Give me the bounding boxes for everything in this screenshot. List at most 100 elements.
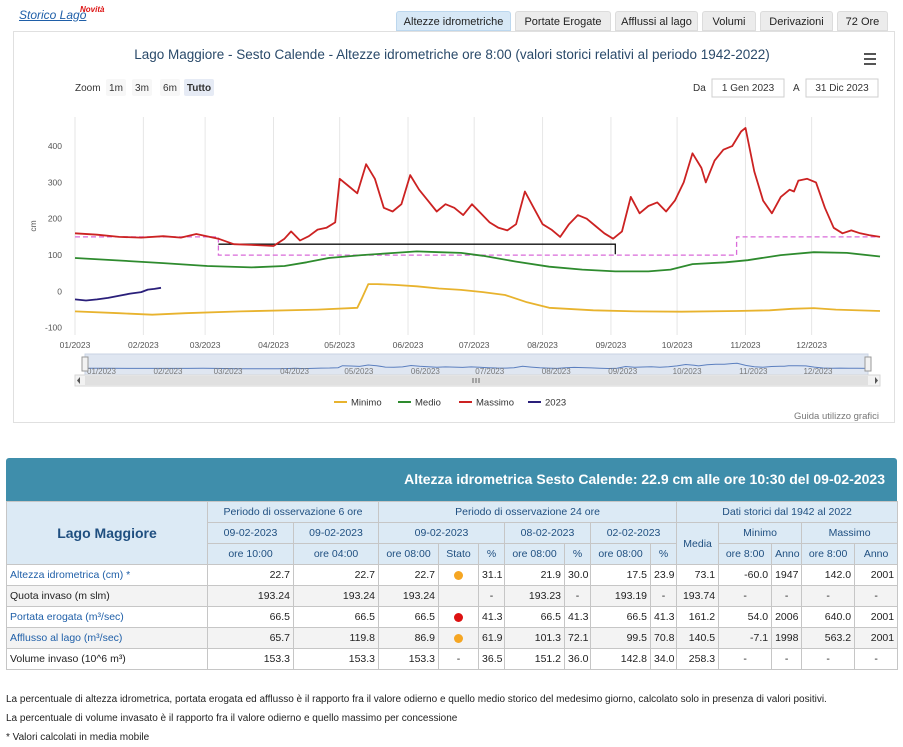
zoom-button-label: Tutto bbox=[187, 83, 211, 94]
table-cell: 153.3 bbox=[207, 648, 294, 670]
tab-volumi[interactable]: Volumi bbox=[702, 11, 756, 31]
x-tick-label: 08/2023 bbox=[527, 340, 558, 350]
navigator-left-handle[interactable] bbox=[81, 356, 89, 372]
table-cell: 61.9 bbox=[478, 627, 506, 649]
table-cell: 2001 bbox=[854, 564, 899, 586]
zoom-label: Zoom bbox=[75, 83, 101, 94]
hour-header: % bbox=[650, 543, 678, 565]
hour-header: ore 08:00 bbox=[378, 543, 440, 565]
scroll-left-icon[interactable] bbox=[77, 377, 80, 384]
table-cell: 54.0 bbox=[718, 606, 773, 628]
historical-sub-header: Anno bbox=[771, 543, 803, 565]
hour-header: ore 10:00 bbox=[207, 543, 294, 565]
date-header: 08-02-2023 bbox=[504, 522, 592, 544]
legend-item-minimo[interactable]: Minimo bbox=[351, 398, 382, 409]
x-tick-label: 07/2023 bbox=[459, 340, 490, 350]
table-cell: 258.3 bbox=[676, 648, 720, 670]
x-tick-label: 06/2023 bbox=[393, 340, 424, 350]
zoom-button-1m[interactable] bbox=[106, 79, 126, 96]
table-cell: - bbox=[650, 585, 678, 607]
navigator-tick-label: 12/2023 bbox=[803, 367, 832, 376]
navigator-tick-label: 11/2023 bbox=[739, 367, 768, 376]
to-date-input[interactable] bbox=[805, 78, 879, 98]
from-date-input[interactable] bbox=[711, 78, 785, 98]
scroll-right-icon[interactable] bbox=[875, 377, 878, 384]
status-cell bbox=[438, 627, 480, 649]
table-cell: 36.0 bbox=[564, 648, 592, 670]
zoom-button-label: 3m bbox=[135, 83, 149, 94]
legend-item-massimo[interactable]: Massimo bbox=[476, 398, 514, 409]
table-cell: 140.5 bbox=[676, 627, 720, 649]
table-cell: 99.5 bbox=[590, 627, 652, 649]
table-cell: 142.0 bbox=[801, 564, 856, 586]
x-tick-label: 10/2023 bbox=[662, 340, 693, 350]
table-cell: 21.9 bbox=[504, 564, 566, 586]
legend-item-medio[interactable]: Medio bbox=[415, 398, 441, 409]
table-cell: - bbox=[801, 648, 856, 670]
tab-afflussi-al-lago[interactable]: Afflussi al lago bbox=[615, 11, 698, 31]
y-axis-label: cm bbox=[28, 220, 38, 231]
navigator-tick-label: 02/2023 bbox=[154, 367, 183, 376]
scrollbar-grip-icon bbox=[472, 378, 480, 383]
chart-container: Lago Maggiore - Sesto Calende - Altezze … bbox=[13, 31, 895, 423]
x-tick-label: 04/2023 bbox=[258, 340, 289, 350]
table-cell: 41.3 bbox=[564, 606, 592, 628]
zoom-button-tutto[interactable] bbox=[184, 79, 214, 96]
table-cell: 66.5 bbox=[590, 606, 652, 628]
table-cell: 161.2 bbox=[676, 606, 720, 628]
table-cell: - bbox=[718, 648, 773, 670]
series-line-2023[interactable] bbox=[74, 286, 162, 302]
hamburger-menu-icon[interactable] bbox=[864, 53, 876, 65]
legend-item-2023[interactable]: 2023 bbox=[545, 398, 566, 409]
media-header: Media bbox=[676, 522, 720, 565]
header-6h: Periodo di osservazione 6 ore bbox=[206, 501, 380, 523]
header-24h: Periodo di osservazione 24 ore bbox=[378, 501, 678, 523]
chart-help-link[interactable]: Guida utilizzo grafici bbox=[794, 411, 879, 422]
table-cell: 66.5 bbox=[292, 606, 380, 628]
zoom-button-label: 1m bbox=[109, 83, 123, 94]
navigator-series bbox=[84, 362, 869, 370]
massimo-header: Massimo bbox=[801, 522, 899, 544]
navigator-tick-label: 09/2023 bbox=[608, 367, 637, 376]
note-line: * Valori calcolati in media mobile bbox=[6, 732, 150, 743]
status-dot-icon bbox=[454, 570, 464, 580]
table-cell: 153.3 bbox=[378, 648, 440, 670]
notes: La percentuale di altezza idrometrica, p… bbox=[6, 690, 827, 747]
table-cell: - bbox=[854, 585, 899, 607]
row-label[interactable]: Afflusso al lago (m³/sec) bbox=[6, 627, 208, 649]
historical-sub-header: Anno bbox=[854, 543, 899, 565]
x-tick-label: 01/2023 bbox=[60, 340, 91, 350]
navigator-tick-label: 10/2023 bbox=[673, 367, 702, 376]
tab-derivazioni[interactable]: Derivazioni bbox=[760, 11, 833, 31]
zoom-button-6m[interactable] bbox=[160, 79, 180, 96]
row-label[interactable]: Portata erogata (m³/sec) bbox=[6, 606, 208, 628]
storico-lago-link[interactable]: Storico Lago bbox=[19, 8, 87, 22]
row-label[interactable]: Altezza idrometrica (cm) * bbox=[6, 564, 208, 586]
table-cell: 193.74 bbox=[676, 585, 720, 607]
series-line-minimo[interactable] bbox=[74, 283, 881, 316]
table-row: Portata erogata (m³/sec) 66.5 66.5 66.5 41.3… bbox=[6, 606, 899, 628]
table-cell: 70.8 bbox=[650, 627, 678, 649]
zoom-button-3m[interactable] bbox=[132, 79, 152, 96]
table-row: Altezza idrometrica (cm) * 22.7 22.7 22.7 31… bbox=[6, 564, 899, 586]
navigator-right-handle[interactable] bbox=[864, 356, 872, 372]
table-cell: 41.3 bbox=[650, 606, 678, 628]
table-cell: 34.0 bbox=[650, 648, 678, 670]
table-cell: 193.23 bbox=[504, 585, 566, 607]
table-cell: 65.7 bbox=[207, 627, 294, 649]
series-line-massimo[interactable] bbox=[74, 127, 881, 247]
table-cell: 23.9 bbox=[650, 564, 678, 586]
table-cell: 563.2 bbox=[801, 627, 856, 649]
tab-72-ore[interactable]: 72 Ore bbox=[837, 11, 888, 31]
tab-altezze-idrometriche[interactable]: Altezze idrometriche bbox=[396, 11, 511, 31]
plot-area bbox=[75, 117, 880, 335]
y-tick-label: 300 bbox=[48, 177, 62, 187]
hour-header: ore 08:00 bbox=[590, 543, 652, 565]
table-cell: -7.1 bbox=[718, 627, 773, 649]
observations-table: Lago Maggiore Periodo di osservazione 6 … bbox=[6, 501, 899, 670]
to-date-value: 31 Dic 2023 bbox=[815, 83, 869, 94]
water-level-chart[interactable]: Lago Maggiore - Sesto Calende - Altezze … bbox=[14, 32, 894, 422]
table-cell: 66.5 bbox=[504, 606, 566, 628]
series-line-medio[interactable] bbox=[74, 250, 881, 273]
tab-portate-erogate[interactable]: Portate Erogate bbox=[515, 11, 611, 31]
